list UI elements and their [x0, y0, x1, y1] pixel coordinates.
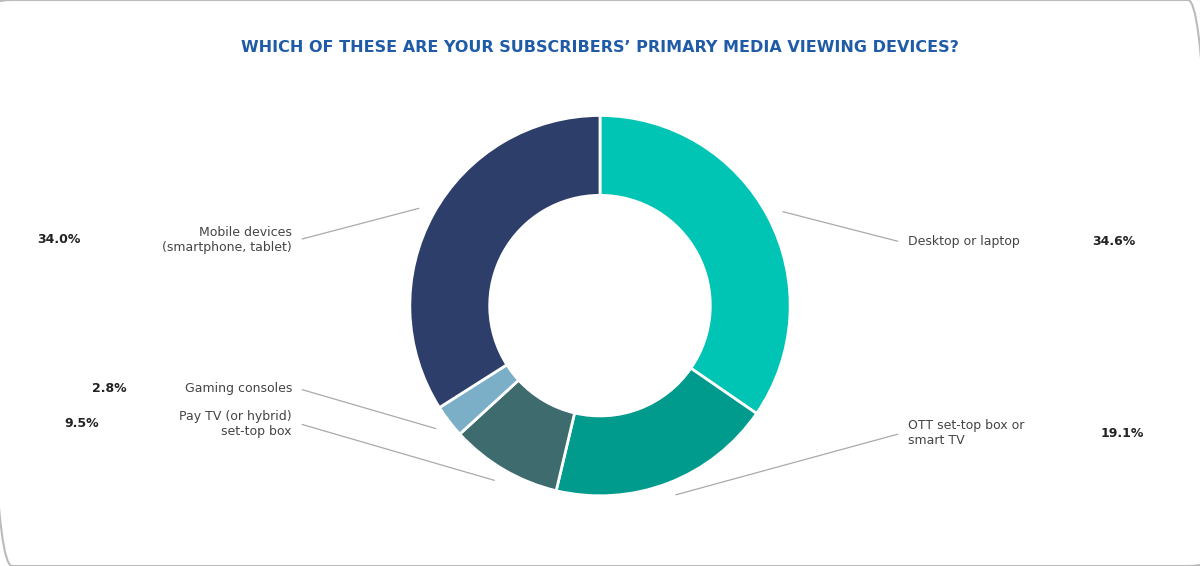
Wedge shape	[410, 115, 600, 408]
Text: Mobile devices
(smartphone, tablet): Mobile devices (smartphone, tablet)	[162, 226, 292, 254]
Wedge shape	[600, 115, 790, 414]
Wedge shape	[439, 365, 518, 434]
Text: Gaming consoles: Gaming consoles	[176, 383, 292, 396]
Wedge shape	[556, 368, 757, 496]
Text: 19.1%: 19.1%	[1100, 427, 1145, 440]
Text: Pay TV (or hybrid)
set-top box: Pay TV (or hybrid) set-top box	[172, 410, 292, 438]
Text: OTT set-top box or
smart TV: OTT set-top box or smart TV	[908, 419, 1025, 447]
Text: 2.8%: 2.8%	[92, 383, 126, 396]
Text: 9.5%: 9.5%	[65, 417, 100, 430]
Text: Desktop or laptop: Desktop or laptop	[908, 235, 1028, 248]
Wedge shape	[460, 380, 575, 491]
Text: 34.0%: 34.0%	[37, 233, 80, 246]
Text: WHICH OF THESE ARE YOUR SUBSCRIBERS’ PRIMARY MEDIA VIEWING DEVICES?: WHICH OF THESE ARE YOUR SUBSCRIBERS’ PRI…	[241, 40, 959, 55]
Text: 34.6%: 34.6%	[1092, 235, 1135, 248]
